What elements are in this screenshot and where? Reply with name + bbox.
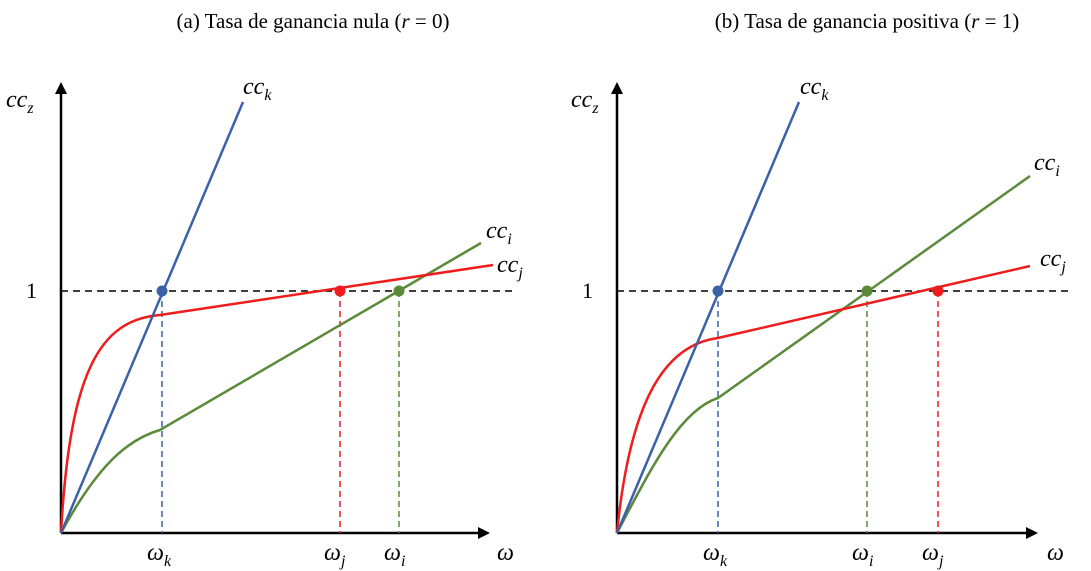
panel-a-y-axis-label: ccz: [6, 87, 34, 117]
panel-a-point-j: [334, 285, 346, 297]
panel-b-curve-ccj: [615, 264, 1031, 534]
panel-b-curve-cck: [615, 101, 801, 534]
panel-a-curve-cci: [59, 241, 482, 534]
panel-a-level-label: 1: [26, 278, 37, 303]
panel-b-label-cci: cci: [1034, 150, 1060, 180]
panel-b-point-i: [861, 285, 873, 297]
panel-b-point-k: [712, 285, 724, 297]
panel-a-tick-label: ωj: [324, 540, 346, 570]
panel-b-label-ccj: ccj: [1040, 246, 1066, 276]
panel-a-point-k: [156, 285, 168, 297]
panel-b-tick-label: ωi: [852, 540, 873, 570]
panel-b-curve-cci: [615, 174, 1031, 534]
panel-b-title: (b) Tasa de ganancia positiva (r = 1): [715, 9, 1020, 33]
panel-b-tick-label: ωj: [922, 540, 944, 570]
panel-a-tick-label: ωk: [147, 540, 172, 570]
panel-a: (a) Tasa de ganancia nula (r = 0) ccz ω …: [6, 9, 523, 570]
panel-a-curve-cck: [59, 101, 245, 534]
panel-b-tick-label: ωk: [703, 540, 728, 570]
panel-b-label-cck: cck: [800, 74, 829, 104]
panel-a-tick-label: ωi: [384, 540, 405, 570]
panel-b-x-axis-label: ω: [1047, 540, 1064, 566]
panel-b: (b) Tasa de ganancia positiva (r = 1) cc…: [571, 9, 1071, 570]
panel-a-point-i: [393, 285, 405, 297]
panel-a-label-cck: cck: [243, 74, 272, 104]
panel-a-title: (a) Tasa de ganancia nula (r = 0): [177, 9, 450, 33]
panel-b-level-label: 1: [582, 278, 593, 303]
panel-a-x-axis-label: ω: [497, 540, 514, 566]
panel-b-y-axis-label: ccz: [571, 87, 599, 117]
panel-b-point-j: [932, 285, 944, 297]
panel-a-label-ccj: ccj: [497, 252, 523, 282]
panel-a-label-cci: cci: [486, 218, 512, 248]
panel-a-curve-ccj: [59, 263, 494, 534]
